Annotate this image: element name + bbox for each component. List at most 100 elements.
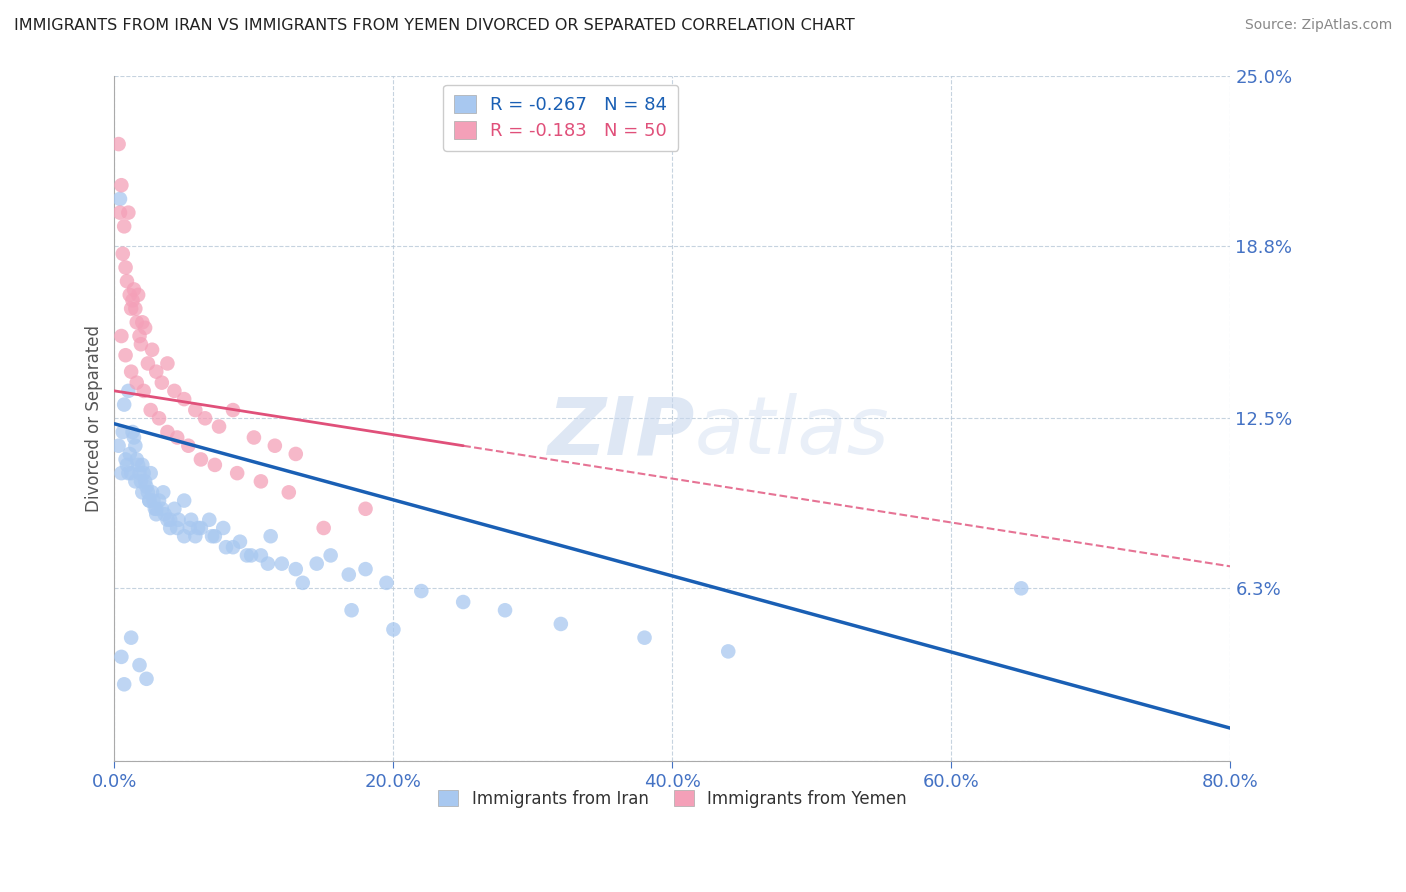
Point <box>117 466 139 480</box>
Point <box>127 288 149 302</box>
Point <box>291 575 314 590</box>
Point <box>111 246 134 260</box>
Point <box>633 631 655 645</box>
Point <box>131 315 153 329</box>
Point <box>112 398 135 412</box>
Point <box>240 549 263 563</box>
Point <box>187 521 209 535</box>
Point <box>340 603 363 617</box>
Point <box>110 649 132 664</box>
Point <box>190 452 212 467</box>
Point <box>1010 582 1032 596</box>
Point <box>112 219 135 234</box>
Point <box>124 475 146 489</box>
Point <box>150 376 173 390</box>
Point <box>166 521 188 535</box>
Point <box>173 529 195 543</box>
Point <box>145 501 167 516</box>
Point <box>145 365 167 379</box>
Point <box>156 356 179 370</box>
Point <box>120 365 142 379</box>
Point <box>194 411 217 425</box>
Point <box>250 475 273 489</box>
Point <box>312 521 335 535</box>
Point <box>125 376 148 390</box>
Point <box>114 348 136 362</box>
Point <box>277 485 299 500</box>
Point <box>337 567 360 582</box>
Point <box>143 501 166 516</box>
Point <box>236 549 259 563</box>
Point <box>114 260 136 275</box>
Y-axis label: Divorced or Separated: Divorced or Separated <box>86 325 103 512</box>
Point <box>382 623 405 637</box>
Point <box>159 521 181 535</box>
Point <box>142 493 165 508</box>
Point <box>226 466 249 480</box>
Point <box>222 540 245 554</box>
Point <box>131 458 153 472</box>
Point <box>120 301 142 316</box>
Point <box>132 384 155 398</box>
Point <box>550 617 572 632</box>
Point <box>132 466 155 480</box>
Point <box>125 315 148 329</box>
Point <box>110 329 132 343</box>
Point <box>354 501 377 516</box>
Point <box>136 485 159 500</box>
Point <box>375 575 398 590</box>
Point <box>717 644 740 658</box>
Point <box>128 466 150 480</box>
Text: ZIP: ZIP <box>547 393 695 471</box>
Point <box>131 485 153 500</box>
Point <box>173 392 195 406</box>
Point <box>136 356 159 370</box>
Point <box>111 425 134 439</box>
Point <box>139 403 162 417</box>
Point <box>451 595 474 609</box>
Text: Source: ZipAtlas.com: Source: ZipAtlas.com <box>1244 18 1392 32</box>
Point <box>120 631 142 645</box>
Point <box>138 493 160 508</box>
Point <box>145 508 167 522</box>
Point <box>124 301 146 316</box>
Point <box>153 508 176 522</box>
Point <box>107 439 129 453</box>
Point <box>120 466 142 480</box>
Legend: Immigrants from Iran, Immigrants from Yemen: Immigrants from Iran, Immigrants from Ye… <box>432 783 912 814</box>
Point <box>229 534 252 549</box>
Point <box>115 274 138 288</box>
Point <box>112 677 135 691</box>
Point <box>284 562 307 576</box>
Point <box>134 475 156 489</box>
Point <box>184 403 207 417</box>
Point <box>411 584 433 599</box>
Point <box>173 493 195 508</box>
Point <box>204 458 226 472</box>
Point <box>163 501 186 516</box>
Point <box>270 557 292 571</box>
Point <box>184 529 207 543</box>
Point <box>179 521 201 535</box>
Point <box>263 439 285 453</box>
Point <box>198 513 221 527</box>
Point <box>319 549 342 563</box>
Point <box>163 384 186 398</box>
Point <box>128 658 150 673</box>
Point <box>121 425 143 439</box>
Point <box>108 192 131 206</box>
Text: IMMIGRANTS FROM IRAN VS IMMIGRANTS FROM YEMEN DIVORCED OR SEPARATED CORRELATION : IMMIGRANTS FROM IRAN VS IMMIGRANTS FROM … <box>14 18 855 33</box>
Point <box>190 521 212 535</box>
Point <box>141 343 163 357</box>
Point <box>260 529 283 543</box>
Point <box>257 557 280 571</box>
Point <box>177 439 200 453</box>
Point <box>156 425 179 439</box>
Point <box>129 475 152 489</box>
Point <box>222 403 245 417</box>
Point <box>122 430 145 444</box>
Point <box>204 529 226 543</box>
Point <box>134 320 156 334</box>
Point <box>494 603 516 617</box>
Point <box>250 549 273 563</box>
